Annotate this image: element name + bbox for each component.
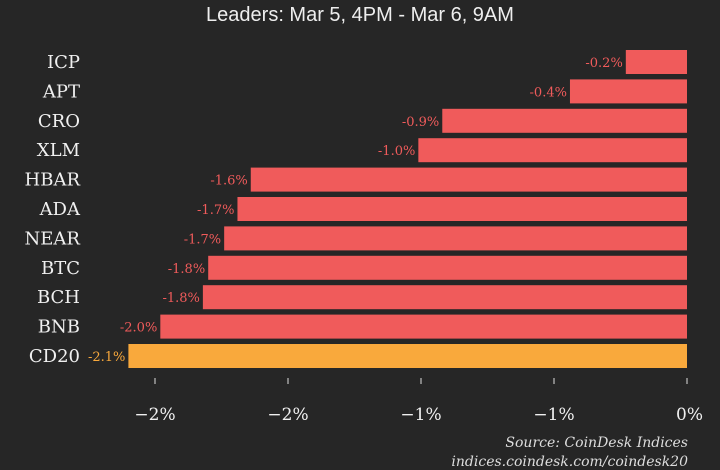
category-label-ada: ADA [39,199,81,220]
bar-cro [442,108,687,133]
bar-btc [208,255,687,280]
x-tick-label: −1% [400,405,441,425]
data-label-cd20: -2.1% [88,350,125,365]
bar-xlm [418,138,687,163]
category-label-cd20: CD20 [29,346,80,367]
chart-subtitle: Leaders: Mar 5, 4PM - Mar 6, 9AM [206,4,514,26]
category-label-icp: ICP [47,52,80,73]
bar-apt [569,79,687,104]
bar-bnb [160,314,687,339]
category-label-cro: CRO [38,111,80,132]
x-tick-label: −2% [267,405,308,425]
data-label-hbar: -1.6% [210,174,247,189]
category-label-bch: BCH [37,287,80,308]
bar-cd20 [128,344,687,368]
data-label-bnb: -2.0% [120,321,157,336]
data-label-near: -1.7% [184,232,221,247]
category-label-bnb: BNB [38,317,80,338]
data-label-btc: -1.8% [168,262,205,277]
source-url[interactable]: indices.coindesk.com/coindesk20 [451,454,688,470]
bar-near [224,226,687,251]
data-label-xlm: -1.0% [378,144,415,159]
bar-ada [237,197,687,221]
category-label-hbar: HBAR [25,170,81,191]
data-label-cro: -0.9% [402,115,439,130]
data-label-bch: -1.8% [162,291,199,306]
data-label-icp: -0.2% [585,56,622,71]
category-label-btc: BTC [41,258,80,279]
x-tick-label: −1% [533,405,574,425]
x-tick-label: 0% [676,405,703,425]
category-label-near: NEAR [25,228,81,249]
category-label-xlm: XLM [37,140,80,161]
bar-hbar [250,167,687,192]
bar-icp [625,50,687,74]
data-label-apt: -0.4% [530,85,567,100]
source-note: Source: CoinDesk Indices [505,435,688,451]
data-label-ada: -1.7% [197,203,234,218]
x-tick-label: −2% [134,405,175,425]
bar-bch [202,285,687,310]
category-label-apt: APT [42,81,80,102]
